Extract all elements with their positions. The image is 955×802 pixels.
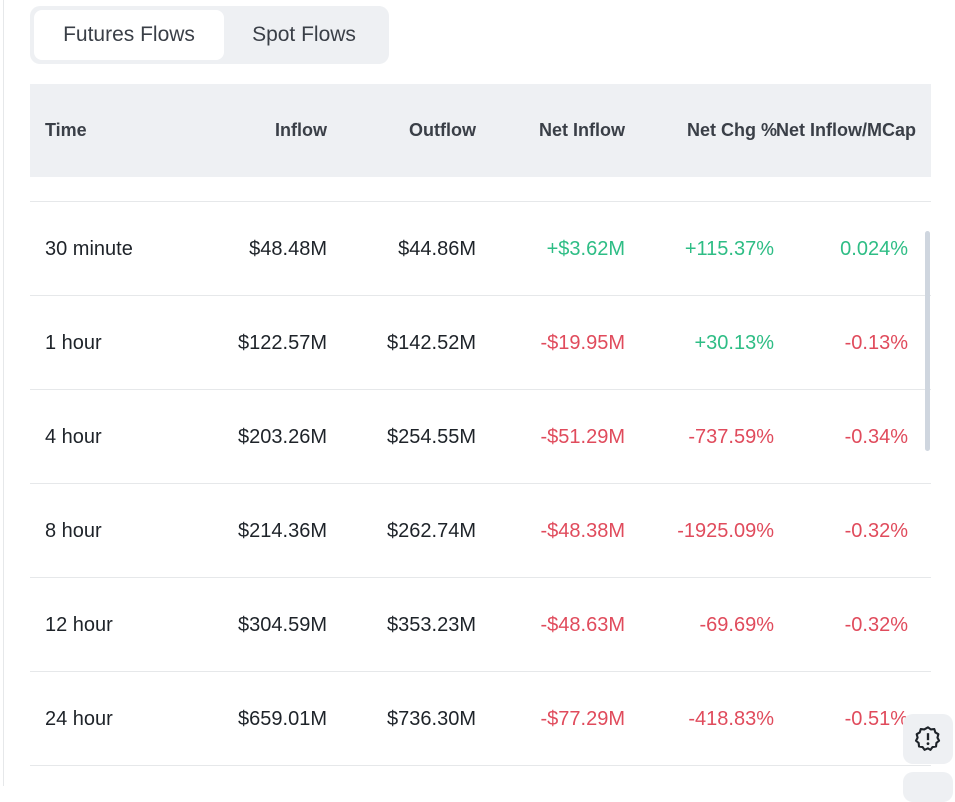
divider <box>3 0 4 786</box>
col-inflow: Inflow <box>275 120 327 140</box>
cell-inflow: $659.01M <box>238 708 327 730</box>
cell-net-chg: -737.59% <box>688 426 774 448</box>
cell-inflow: $48.48M <box>249 238 327 260</box>
cell-net-chg: -1925.09% <box>677 520 774 542</box>
cell-net-inflow-mcap: -0.13% <box>844 332 908 354</box>
cell-net-inflow-mcap: -0.32% <box>844 614 908 636</box>
cell-net-inflow-mcap: -0.32% <box>844 520 908 542</box>
table-row: 24 hour $659.01M $736.30M -$77.29M -418.… <box>30 671 931 766</box>
cell-outflow: $736.30M <box>387 708 476 730</box>
cell-net-inflow: -$19.95M <box>540 332 626 354</box>
table-row: 30 minute $48.48M $44.86M +$3.62M +115.3… <box>30 201 931 296</box>
table-row: 1 hour $122.57M $142.52M -$19.95M +30.13… <box>30 295 931 390</box>
cell-time: 30 minute <box>45 238 133 260</box>
scrollbar[interactable] <box>925 231 930 451</box>
table-row: 4 hour $203.26M $254.55M -$51.29M -737.5… <box>30 389 931 484</box>
cell-outflow: $142.52M <box>387 332 476 354</box>
divider <box>30 765 931 766</box>
cell-time: 12 hour <box>45 614 113 636</box>
cell-inflow: $203.26M <box>238 426 327 448</box>
cell-net-inflow-mcap: -0.34% <box>844 426 908 448</box>
col-net-inflow: Net Inflow <box>539 120 625 140</box>
cell-time: 24 hour <box>45 708 113 730</box>
col-net-chg: Net Chg % <box>687 120 777 140</box>
cell-outflow: $44.86M <box>398 238 476 260</box>
cell-outflow: $254.55M <box>387 426 476 448</box>
col-outflow: Outflow <box>409 120 476 140</box>
tab-spot-flows[interactable]: Spot Flows <box>252 23 356 46</box>
cell-net-inflow-mcap: 0.024% <box>840 238 908 260</box>
cell-net-inflow: -$77.29M <box>540 708 626 730</box>
cell-net-chg: -418.83% <box>688 708 774 730</box>
flow-tabs: Futures Flows Spot Flows <box>30 6 389 64</box>
cell-net-inflow-mcap: -0.51% <box>844 708 908 730</box>
table-header: Time Inflow Outflow Net Inflow Net Chg %… <box>30 84 931 177</box>
cell-time: 8 hour <box>45 520 102 542</box>
cell-outflow: $353.23M <box>387 614 476 636</box>
cell-net-chg: +115.37% <box>684 238 774 260</box>
col-net-inflow-mcap: Net Inflow/MCap <box>776 120 916 140</box>
tab-futures-flows[interactable]: Futures Flows <box>34 10 224 60</box>
table-row: 8 hour $214.36M $262.74M -$48.38M -1925.… <box>30 483 931 578</box>
cell-inflow: $304.59M <box>238 614 327 636</box>
alert-badge-icon <box>914 726 941 751</box>
cell-inflow: $214.36M <box>238 520 327 542</box>
cell-net-inflow: -$48.38M <box>540 520 626 542</box>
cell-outflow: $262.74M <box>387 520 476 542</box>
cell-time: 1 hour <box>45 332 102 354</box>
cell-net-chg: -69.69% <box>699 614 775 636</box>
cell-net-inflow: -$51.29M <box>540 426 626 448</box>
cell-inflow: $122.57M <box>238 332 327 354</box>
table-row: 12 hour $304.59M $353.23M -$48.63M -69.6… <box>30 577 931 672</box>
secondary-button[interactable] <box>903 772 953 802</box>
col-time: Time <box>45 120 87 140</box>
cell-time: 4 hour <box>45 426 102 448</box>
cell-net-inflow: -$48.63M <box>540 614 626 636</box>
cell-net-inflow: +$3.62M <box>546 238 625 260</box>
cell-net-chg: +30.13% <box>694 332 774 354</box>
feedback-button[interactable] <box>903 714 953 764</box>
